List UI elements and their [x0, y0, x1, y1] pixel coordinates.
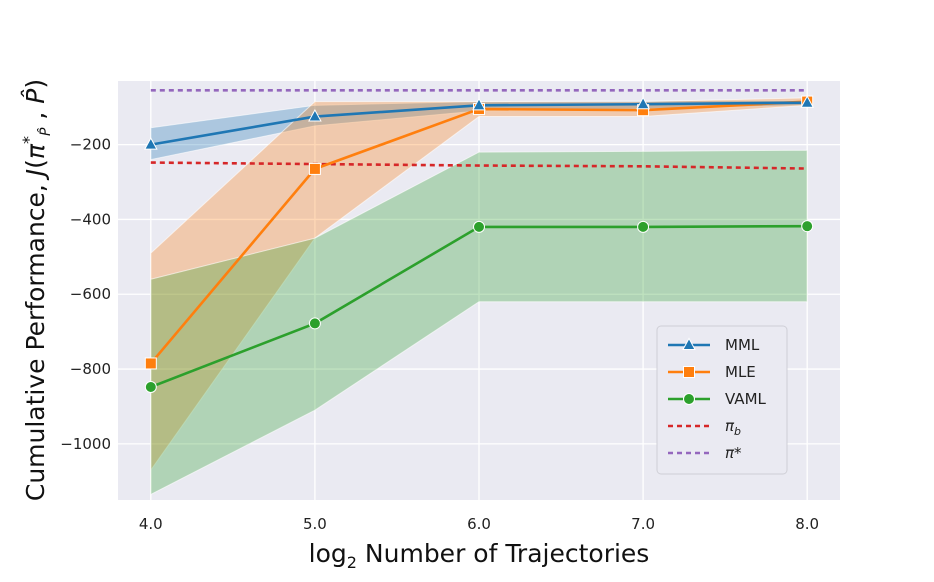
legend-marker — [682, 337, 696, 350]
legend-label: πb — [725, 417, 741, 438]
y-axis-title: Cumulative Performance, J(π*P̂ , P̂) — [19, 79, 54, 501]
x-tick-label: 7.0 — [631, 515, 655, 533]
legend: MML MLE VAML πb π* — [656, 325, 788, 475]
x-tick-label: 5.0 — [303, 515, 327, 533]
y-tick-label: −600 — [70, 285, 111, 303]
point-mml — [636, 96, 650, 110]
point-mml — [143, 137, 158, 150]
point-vaml — [801, 220, 814, 233]
x-axis-title: log2 Number of Trajectories — [309, 539, 650, 572]
point-vaml — [473, 220, 485, 233]
x-tick-labels: 4.0 5.0 6.0 7.0 8.0 — [139, 515, 819, 533]
y-tick-label: −800 — [70, 360, 111, 378]
series-markers — [143, 95, 815, 394]
x-tick-label: 8.0 — [795, 515, 819, 533]
x-tick-label: 4.0 — [139, 515, 163, 533]
legend-label: MML — [725, 336, 760, 354]
y-tick-label: −200 — [70, 136, 111, 154]
point-mml — [308, 108, 322, 122]
series-line-pi-b — [150, 161, 808, 170]
x-tick-label: 6.0 — [467, 515, 491, 533]
point-vaml — [144, 381, 157, 394]
y-tick-label: −1000 — [60, 435, 111, 453]
point-mml — [800, 95, 815, 108]
legend-marker — [683, 366, 695, 378]
legend-label: MLE — [725, 363, 756, 381]
legend-label: π* — [725, 444, 742, 462]
point-mle — [308, 162, 321, 175]
band-vaml — [150, 149, 808, 496]
point-mml — [472, 97, 486, 111]
y-tick-labels: −1000 −800 −600 −400 −200 — [60, 136, 111, 453]
point-vaml — [637, 220, 650, 233]
point-vaml — [308, 317, 321, 330]
legend-box — [656, 325, 788, 475]
legend-marker — [683, 393, 695, 405]
legend-label: VAML — [725, 390, 767, 408]
point-mle — [144, 357, 157, 370]
y-tick-label: −400 — [70, 210, 111, 228]
